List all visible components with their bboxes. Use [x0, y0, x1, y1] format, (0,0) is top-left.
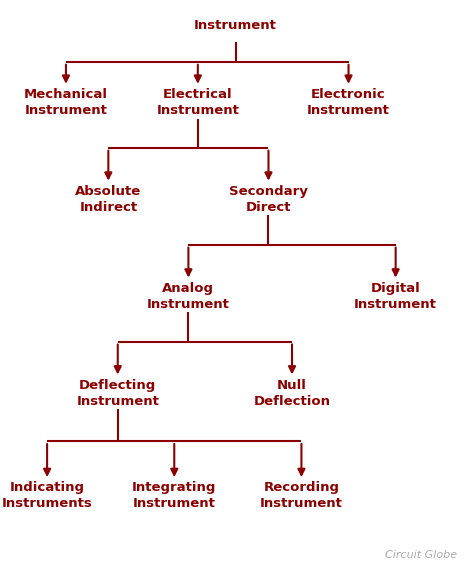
Text: Analog
Instrument: Analog Instrument [147, 282, 230, 311]
Text: Recording
Instrument: Recording Instrument [260, 482, 343, 510]
Text: Secondary
Direct: Secondary Direct [229, 185, 308, 214]
Text: Instrument: Instrument [194, 19, 277, 32]
Text: Digital
Instrument: Digital Instrument [354, 282, 437, 311]
Text: Null
Deflection: Null Deflection [253, 379, 331, 408]
Text: Indicating
Instruments: Indicating Instruments [2, 482, 92, 510]
Text: Electrical
Instrument: Electrical Instrument [156, 88, 239, 117]
Text: Circuit Globe: Circuit Globe [385, 549, 457, 560]
Text: Electronic
Instrument: Electronic Instrument [307, 88, 390, 117]
Text: Deflecting
Instrument: Deflecting Instrument [76, 379, 159, 408]
Text: Absolute
Indirect: Absolute Indirect [75, 185, 141, 214]
Text: Integrating
Instrument: Integrating Instrument [132, 482, 217, 510]
Text: Mechanical
Instrument: Mechanical Instrument [24, 88, 108, 117]
